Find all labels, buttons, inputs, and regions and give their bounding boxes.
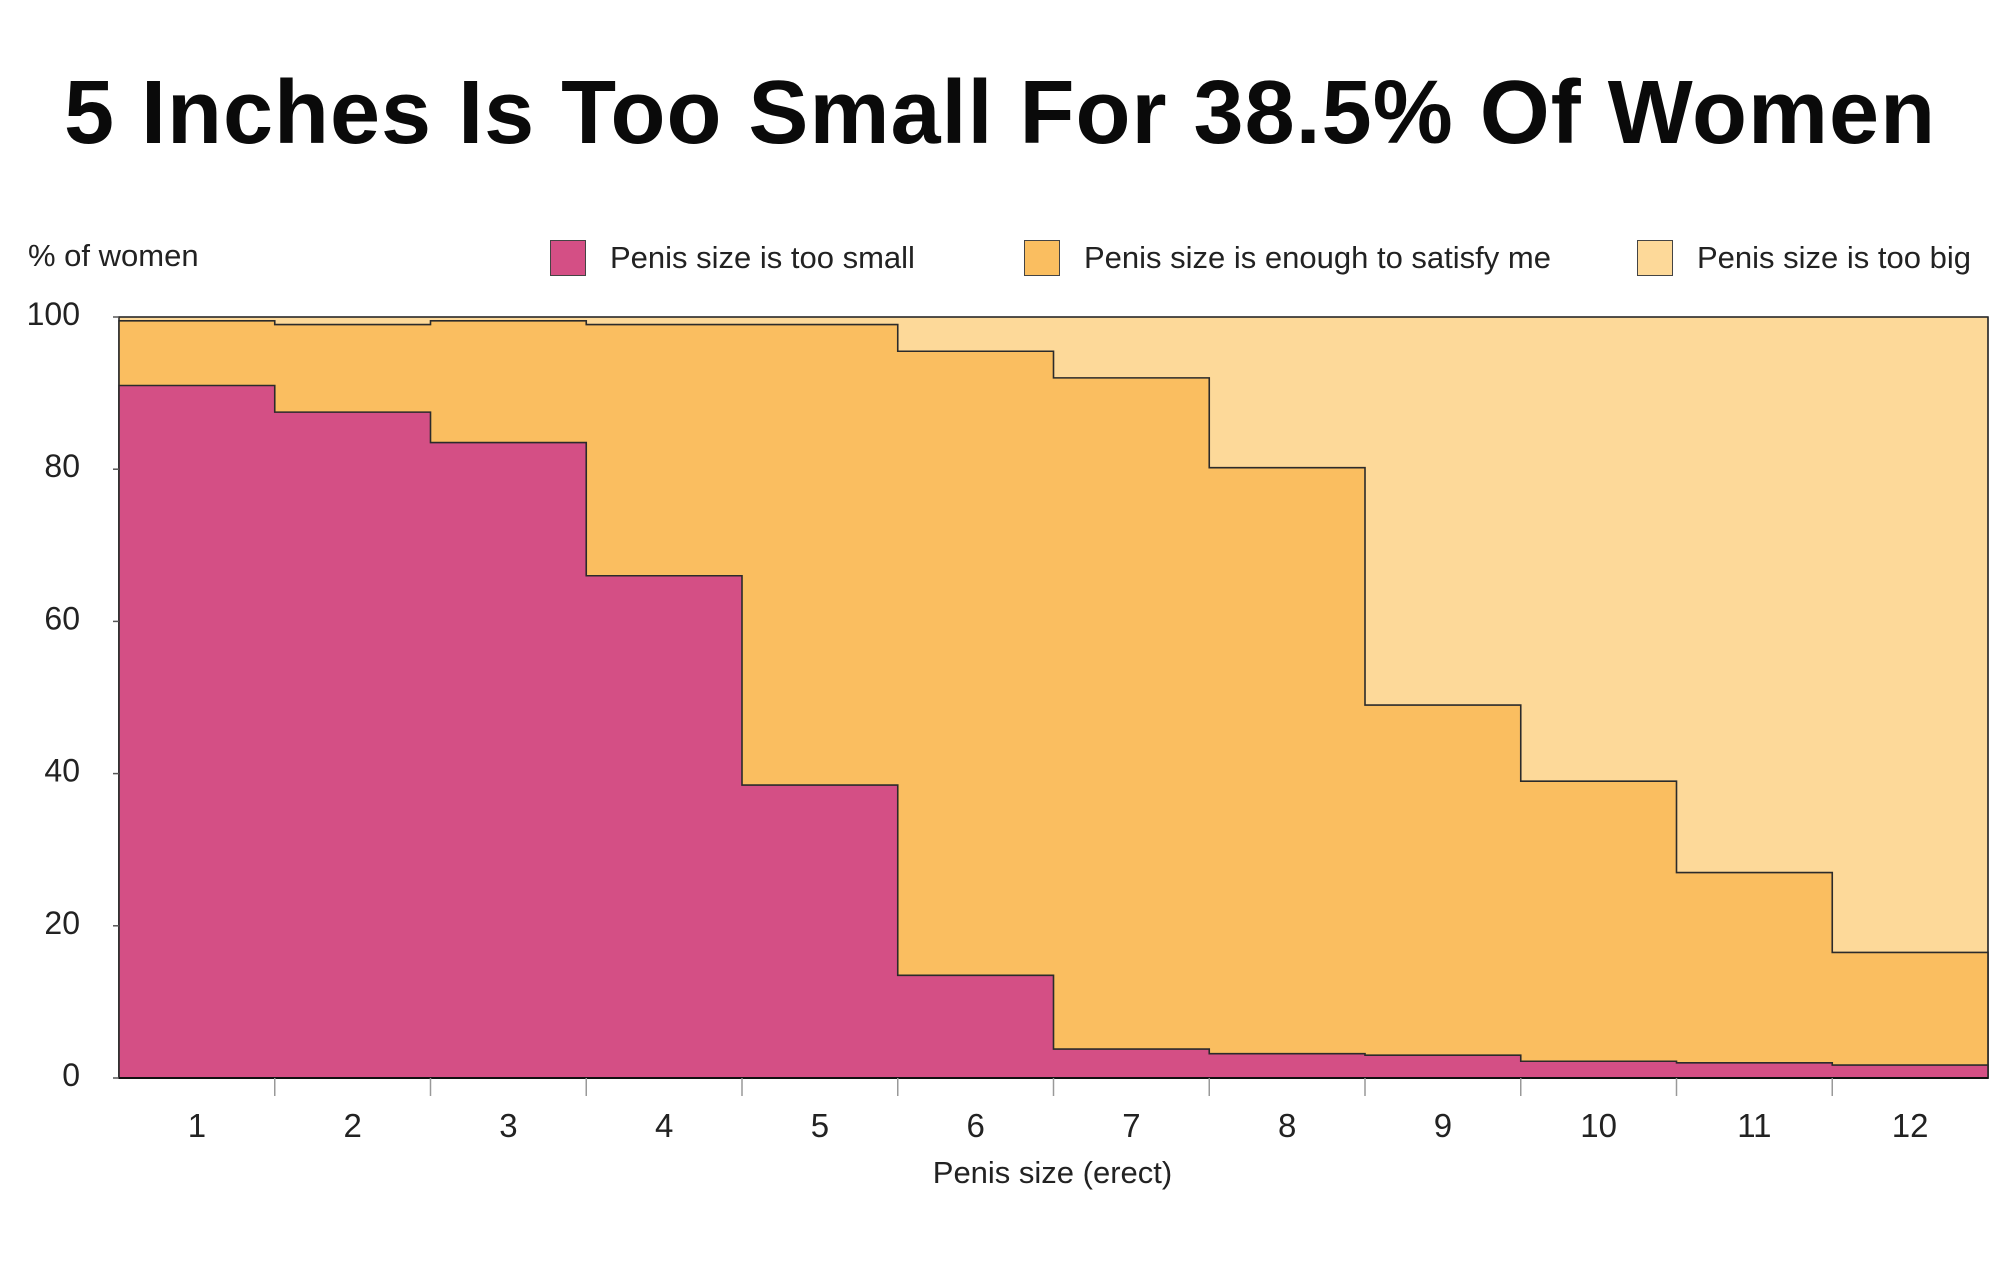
x-tick-label: 9	[1434, 1107, 1452, 1144]
x-tick-label: 5	[811, 1107, 829, 1144]
y-tick-label: 60	[44, 600, 80, 636]
legend-label-too-small: Penis size is too small	[610, 240, 915, 275]
x-tick-label: 8	[1278, 1107, 1296, 1144]
legend-swatch-too-small	[550, 240, 586, 276]
area-too-small	[118, 384, 1989, 1079]
stacked-areas	[118, 316, 1989, 1079]
x-tick-label: 3	[499, 1107, 517, 1144]
x-tick-label: 2	[343, 1107, 361, 1144]
x-axis-label: Penis size (erect)	[932, 1155, 1173, 1190]
x-tick-label: 7	[1122, 1107, 1140, 1144]
y-tick-label: 80	[44, 448, 80, 484]
legend-label-too-big: Penis size is too big	[1697, 240, 1971, 275]
legend-swatch-enough	[1024, 240, 1060, 276]
axes	[113, 316, 1989, 1096]
y-axis-label: % of women	[28, 238, 199, 273]
y-tick-label: 40	[44, 753, 80, 789]
legend-swatch-too-big	[1637, 240, 1673, 276]
legend-item-too-big: Penis size is too big	[1637, 238, 1971, 278]
legend-item-enough: Penis size is enough to satisfy me	[1024, 238, 1551, 278]
x-tick-label: 4	[655, 1107, 673, 1144]
y-tick-label: 20	[44, 905, 80, 941]
legend-item-too-small: Penis size is too small	[550, 238, 915, 278]
x-tick-label: 11	[1737, 1107, 1771, 1144]
x-tick-label: 1	[188, 1107, 206, 1144]
x-tick-label: 10	[1580, 1107, 1617, 1144]
y-tick-label: 100	[27, 296, 80, 332]
x-tick-label: 12	[1892, 1107, 1929, 1144]
x-tick-label: 6	[966, 1107, 984, 1144]
legend-label-enough: Penis size is enough to satisfy me	[1084, 240, 1551, 275]
y-tick-label: 0	[62, 1057, 80, 1093]
chart-title: 5 Inches Is Too Small For 38.5% Of Women	[63, 63, 1937, 163]
